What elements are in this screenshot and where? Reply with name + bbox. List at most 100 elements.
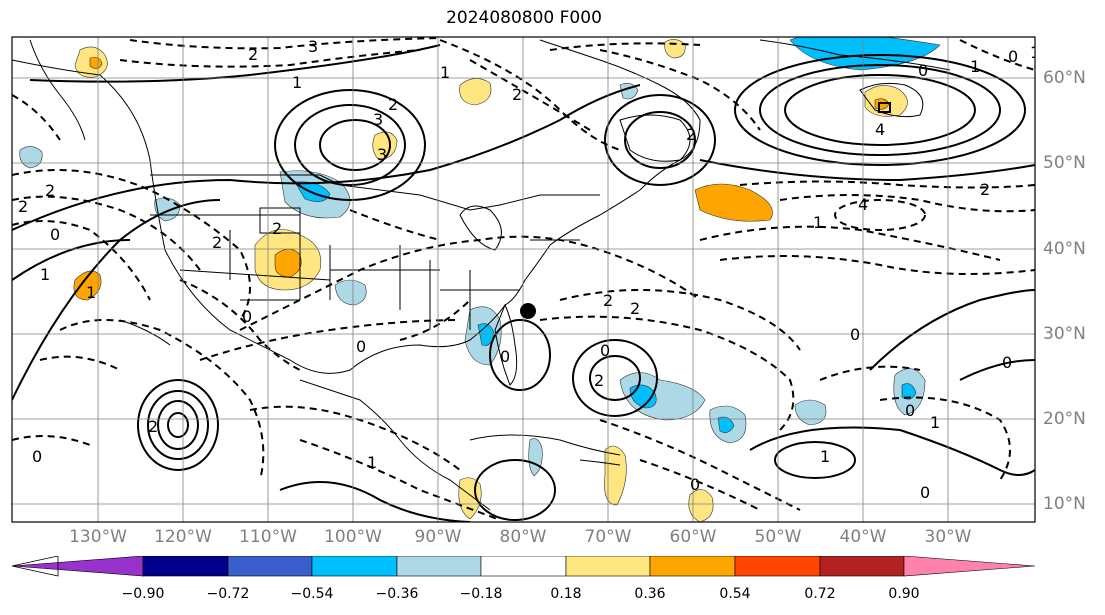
lat-label: 20°N [1043,409,1086,429]
colorbar-tick: −0.90 [121,586,165,602]
negative-patch [717,416,735,433]
contour-label: 0 [600,341,610,360]
contour-label: 1 [970,57,980,76]
contour-label: 2 [212,233,222,252]
colorbar-tick: 0.54 [719,586,751,602]
contour-label: 0 [690,475,700,494]
colorbar-segment [819,556,905,577]
contour-label: 4 [858,195,868,214]
contour-tropical-low [137,379,219,471]
contour-label: 2 [272,219,282,238]
colorbar-tick: 0.72 [804,586,836,602]
positive-patch [459,78,492,106]
colorbar-tick: 0.90 [888,586,920,602]
colorbar-tick: 0.36 [634,586,666,602]
contour-high [604,94,716,186]
contour-label: 1 [367,453,377,472]
contour-label: 0 [50,225,60,244]
colorbar-tick: −0.36 [375,586,419,602]
contour-high [734,54,1026,166]
contour-label: 0 [32,447,42,466]
colorbar-tick: −0.18 [459,586,503,602]
highlight-box [878,102,891,113]
lon-label: 50°W [754,527,802,547]
contour-label: 1 [440,63,450,82]
contour-label: 2 [512,85,522,104]
lon-label: 40°W [839,527,887,547]
contour-label: 2 [45,181,55,200]
contour-high [319,119,391,171]
contour-label: 1 [820,447,830,466]
contour-low [474,459,556,521]
lat-label: 50°N [1043,153,1086,173]
negative-contours [12,37,1035,521]
contour-label: 2 [18,197,28,216]
positive-patch [688,489,714,522]
contour-high [274,89,426,201]
lon-label: 90°W [414,527,462,547]
colorbar [11,556,1036,577]
lon-label: 130°W [69,527,127,547]
positive-patch [694,183,773,222]
contour-label: 2 [248,45,258,64]
contour-high [624,111,696,169]
contour-label: 0 [850,325,860,344]
colorbar-segment [734,556,821,577]
contour-label: 0 [1008,47,1018,66]
contour-label: 1 [292,73,302,92]
contour-label: 0 [500,347,510,366]
colorbar-tick: −0.72 [206,586,250,602]
colorbar-segment [565,556,651,577]
contour-high [774,441,856,479]
contour-tropical-low [157,400,199,450]
contour-label: 3 [373,110,383,129]
lon-label: 120°W [154,527,212,547]
contour-label: 0 [920,483,930,502]
contour-label: 1 [930,413,940,432]
lon-label: 60°W [669,527,717,547]
contour-tropical-low [167,412,189,438]
negative-patch [334,279,367,306]
weather-map: 3 2 1 2 3 3 2 1 0 1 0 4 4 2 2 1 2 2 0 1 … [11,36,1036,523]
storm-center-marker [520,303,536,319]
contour-label: 3 [308,37,318,56]
map-title: 2024080800 F000 [446,8,602,28]
lon-label: 100°W [324,527,382,547]
contour-label: 2 [148,417,158,436]
colorbar-segment [11,556,144,577]
contour-label: 0 [242,307,252,326]
positive-patch [372,131,398,161]
colorbar-tick: 0.18 [550,586,582,602]
colorbar-segment [142,556,229,577]
colorbar-segment [903,556,1036,577]
lon-label: 80°W [499,527,547,547]
lat-label: 10°N [1043,494,1086,514]
contour-label: 0 [1002,353,1012,372]
colorbar-segment [311,556,398,577]
lon-label: 30°W [924,527,972,547]
lat-label: 30°N [1043,324,1086,344]
contour-label: 2 [388,95,398,114]
contour-high [759,64,1001,156]
positive-contours [12,44,1035,522]
contour-low [589,355,641,401]
contour-high [294,104,406,186]
contour-label: 2 [630,299,640,318]
negative-patch [477,323,495,346]
positive-patch [604,445,627,506]
contour-label: 2 [594,371,604,390]
contour-label: 4 [875,120,885,139]
contour-tropical-low [147,390,209,460]
lon-label: 110°W [239,527,297,547]
contour-label: 2 [980,180,990,199]
contour-low [572,339,658,417]
contour-high [784,74,976,146]
contour-label: 2 [686,125,696,144]
colorbar-tick: −0.54 [290,586,334,602]
lat-lon-grid [12,37,1035,522]
contour-label: 0 [356,337,366,356]
contour-label: 0 [905,401,915,420]
lat-label: 40°N [1043,239,1086,259]
contour-label: 2 [603,291,613,310]
contour-label: 0 [918,61,928,80]
